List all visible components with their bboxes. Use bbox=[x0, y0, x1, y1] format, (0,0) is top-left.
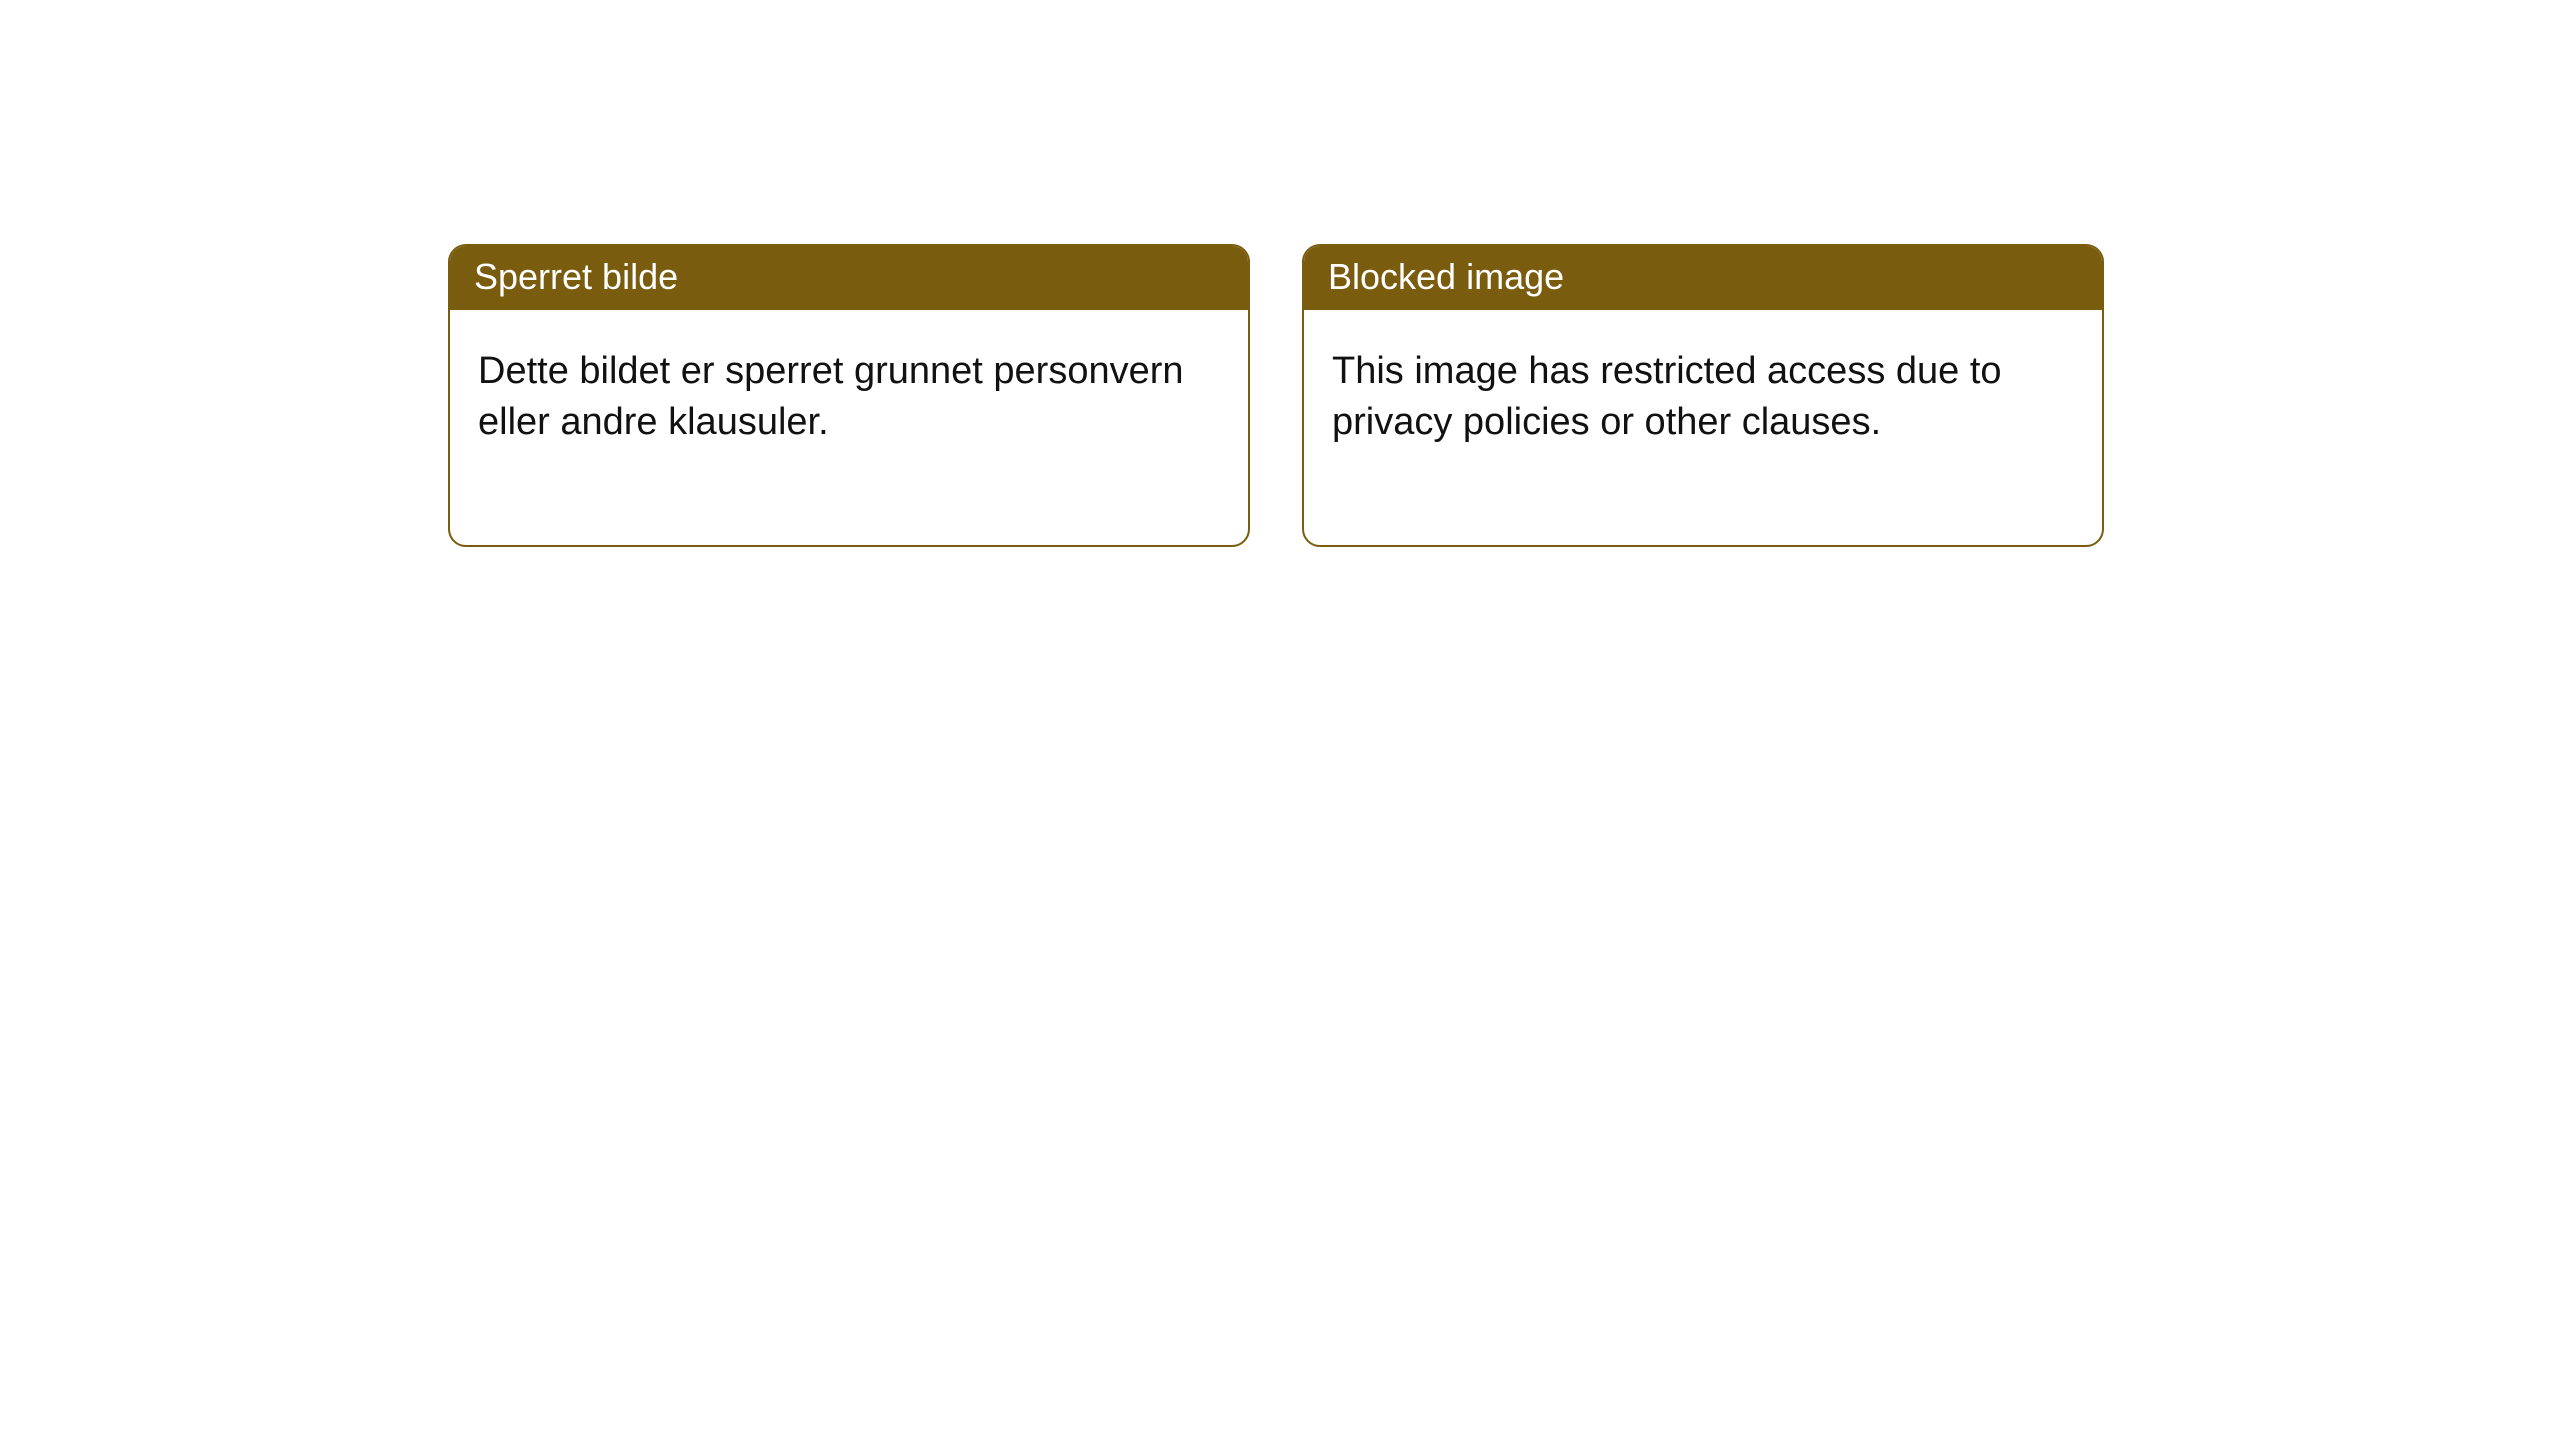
notice-cards-row: Sperret bilde Dette bildet er sperret gr… bbox=[0, 0, 2560, 547]
card-message: Dette bildet er sperret grunnet personve… bbox=[478, 350, 1184, 443]
notice-card-norwegian: Sperret bilde Dette bildet er sperret gr… bbox=[448, 244, 1250, 547]
card-message: This image has restricted access due to … bbox=[1332, 350, 2002, 443]
card-body: This image has restricted access due to … bbox=[1304, 310, 2102, 545]
notice-card-english: Blocked image This image has restricted … bbox=[1302, 244, 2104, 547]
card-header: Sperret bilde bbox=[450, 246, 1248, 310]
card-title: Blocked image bbox=[1328, 256, 1564, 297]
card-header: Blocked image bbox=[1304, 246, 2102, 310]
card-title: Sperret bilde bbox=[474, 256, 678, 297]
card-body: Dette bildet er sperret grunnet personve… bbox=[450, 310, 1248, 545]
